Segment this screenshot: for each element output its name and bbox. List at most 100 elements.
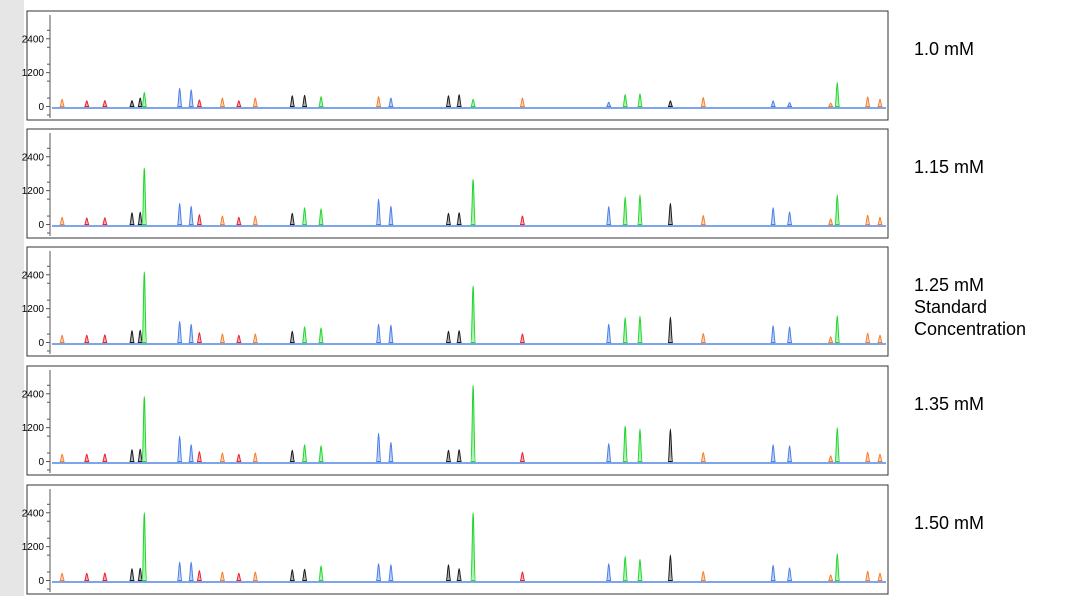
peak-red [196,99,203,108]
peak-green [622,94,629,108]
peak-black [667,100,674,108]
concentration-label: Concentration [914,319,1026,339]
peak-green [470,285,477,344]
peak-orange [877,98,883,108]
peak-orange [252,333,259,344]
peak-black [667,428,674,463]
peak-green [301,326,308,344]
peak-orange [828,455,834,463]
peak-green [318,96,324,108]
peak-black [289,330,296,344]
peak-blue [176,202,183,226]
peak-red [236,100,242,108]
peak-red [84,217,90,226]
left-gutter [0,0,24,596]
y-tick-label: 1200 [22,423,45,434]
peak-blue [770,100,776,108]
peak-blue [770,207,777,226]
peak-black [137,211,144,226]
peak-orange [252,97,259,108]
peak-orange [700,214,707,226]
peak-black [137,567,144,582]
peak-orange [864,96,871,108]
peak-red [196,451,203,463]
peak-orange [864,332,871,344]
peak-black [289,95,296,108]
panel-1: 2400 1200 0 [22,10,889,121]
peak-red [236,334,242,344]
peak-orange [219,452,226,463]
peak-orange [252,571,259,582]
peak-blue [176,320,183,344]
peak-blue [786,211,793,226]
peak-orange [700,96,707,108]
peak-orange [864,570,871,582]
peak-black [289,212,296,226]
y-tick-label: 0 [38,457,44,468]
peak-orange [877,572,883,582]
peak-orange [864,214,871,226]
peak-green [470,178,477,226]
panel-frame [26,10,889,121]
peak-green [637,194,643,226]
y-tick-label: 0 [38,576,44,587]
peak-black [137,329,144,344]
peak-blue [375,563,382,582]
peak-red [236,216,242,226]
peak-orange [700,451,707,463]
peak-green [470,512,477,582]
concentration-label: 1.25 mM [914,275,984,295]
peak-red [236,453,242,463]
peak-green [318,445,324,463]
peak-green [318,565,324,582]
peak-orange [59,572,65,582]
peak-green [622,556,629,582]
y-tick-label: 0 [38,220,44,231]
panel-3: 2400 1200 0 [22,246,889,357]
peak-blue [188,323,195,344]
peak-orange [252,215,259,226]
peak-green [141,91,148,108]
peak-black [129,449,135,463]
peak-blue [605,205,612,226]
y-tick-label: 2400 [22,152,45,163]
peak-green [834,427,841,463]
concentration-label: 1.50 mM [914,513,984,533]
peak-blue [176,435,183,463]
peak-blue [176,561,183,582]
peak-green [834,82,841,108]
peak-red [102,100,108,108]
peak-red [84,572,90,582]
peak-red [519,451,526,463]
panel-frame [26,484,889,595]
concentration-label: Standard [914,297,987,317]
peak-blue [606,101,612,108]
peak-green [318,208,324,226]
peak-orange [828,574,834,582]
peak-green [141,396,148,463]
peak-green [470,98,476,108]
peak-orange [375,96,382,108]
peak-orange [219,215,226,226]
peak-black [129,568,135,582]
panel-2: 2400 1200 0 [22,128,889,239]
peak-blue [770,325,777,344]
peak-blue [605,442,612,463]
peak-orange [59,98,65,108]
y-tick-label: 2400 [22,389,45,400]
panel-frame [26,246,889,357]
peak-green [622,425,629,463]
peak-black [445,449,452,463]
peak-red [84,453,90,463]
peak-red [102,217,108,226]
peak-red [196,332,203,344]
peak-green [637,428,643,463]
peak-green [301,444,308,463]
peak-black [456,568,463,582]
panel-frame [26,365,889,476]
peak-black [129,212,135,226]
peak-green [834,553,841,582]
concentration-label: 1.0 mM [914,39,974,59]
y-tick-label: 1200 [22,542,45,553]
